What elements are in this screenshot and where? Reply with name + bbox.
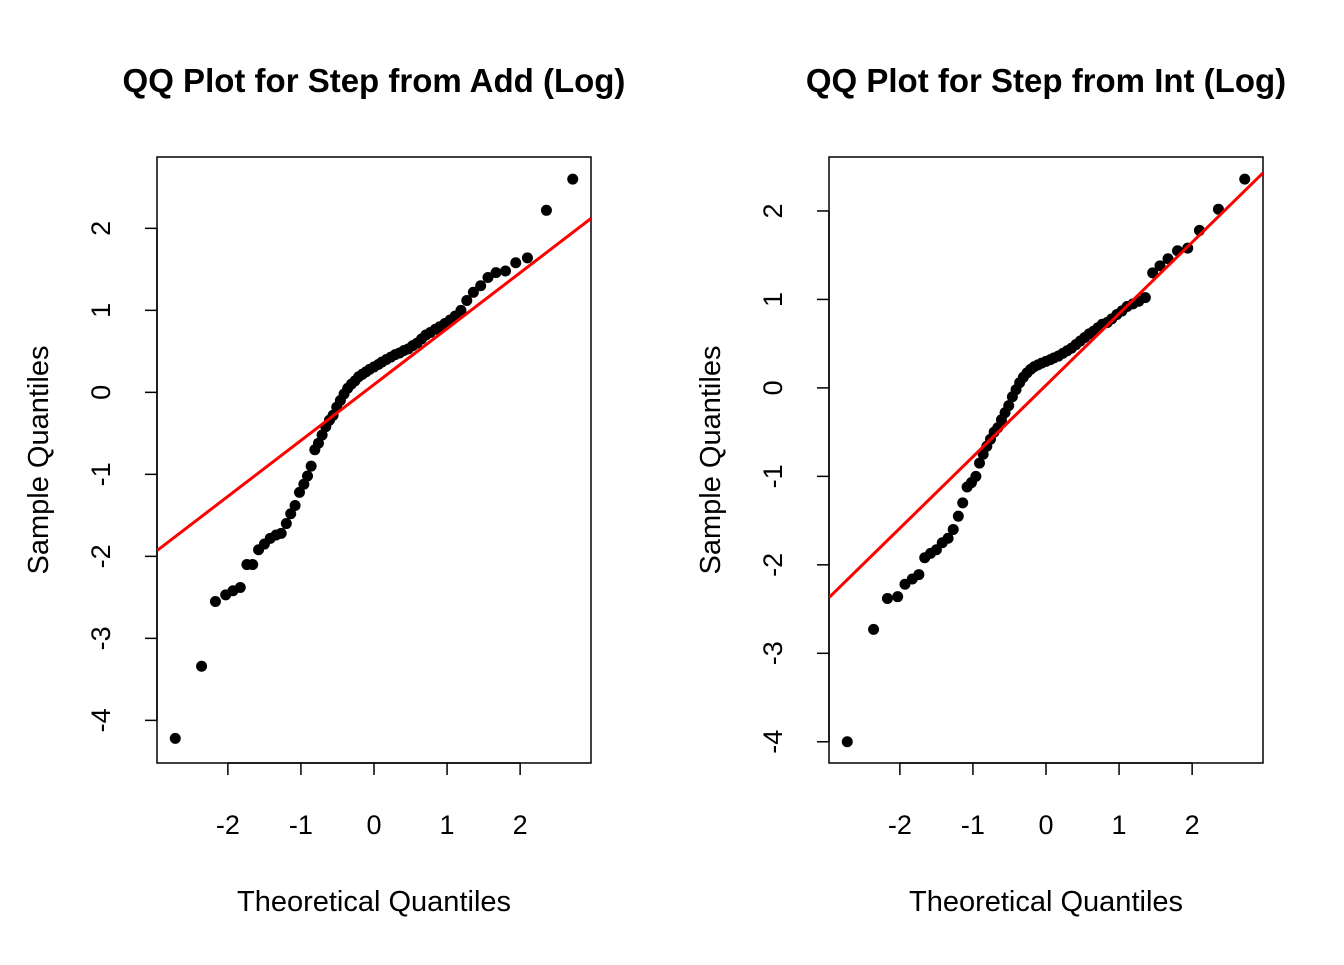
point — [298, 478, 310, 490]
y-tick-label: 2 — [758, 203, 788, 218]
y-tick-label: -4 — [758, 730, 788, 754]
point — [234, 582, 246, 594]
point — [1003, 400, 1015, 412]
point — [293, 486, 305, 498]
point — [970, 470, 982, 482]
x-axis-label: Theoretical Quantiles — [909, 886, 1183, 918]
y-tick-label: -2 — [86, 544, 116, 568]
x-tick-label: -1 — [961, 810, 985, 840]
x-axis-label: Theoretical Quantiles — [237, 886, 511, 918]
point — [1139, 292, 1151, 304]
point — [500, 265, 512, 277]
y-tick-label: 2 — [86, 221, 116, 236]
y-tick-label: 0 — [758, 380, 788, 395]
point — [467, 286, 479, 298]
reference-line — [157, 217, 591, 552]
point — [196, 660, 208, 672]
point — [475, 280, 487, 292]
y-tick-label: -4 — [86, 708, 116, 732]
point — [952, 510, 964, 522]
point — [482, 272, 494, 284]
point — [275, 527, 287, 539]
point — [947, 523, 959, 535]
point — [312, 437, 324, 449]
point — [942, 532, 954, 544]
x-tick-label: -2 — [888, 810, 912, 840]
point — [455, 304, 467, 316]
point — [540, 204, 552, 216]
plot-box — [828, 156, 1264, 764]
point — [280, 518, 292, 530]
panel: QQ Plot for Step from Add (Log) Theoretic… — [23, 62, 625, 918]
chart-title: QQ Plot for Step from Int (Log) — [806, 62, 1286, 99]
point — [510, 257, 522, 269]
y-tick-label: -3 — [86, 626, 116, 650]
point — [247, 559, 259, 571]
y-tick-label: 0 — [86, 385, 116, 400]
y-axis-label: Sample Quantiles — [695, 346, 727, 575]
point — [285, 508, 297, 520]
point — [913, 569, 925, 581]
y-axis-label: Sample Quantiles — [23, 346, 55, 575]
point — [567, 173, 579, 185]
point — [490, 267, 502, 279]
point — [1154, 260, 1166, 272]
x-tick-label: 0 — [1038, 810, 1053, 840]
point — [521, 252, 533, 264]
y-tick-label: -3 — [758, 641, 788, 665]
panel: QQ Plot for Step from Int (Log) Theoretic… — [695, 62, 1286, 918]
point — [892, 591, 904, 603]
x-tick-label: 1 — [1112, 810, 1127, 840]
x-tick-label: -2 — [216, 810, 240, 840]
x-tick-label: 0 — [366, 810, 381, 840]
y-tick-label: 1 — [758, 292, 788, 307]
reference-line — [829, 171, 1263, 599]
y-tick-label: -2 — [758, 553, 788, 577]
chart-title: QQ Plot for Step from Add (Log) — [123, 62, 626, 99]
point — [957, 497, 969, 509]
plot-box — [156, 156, 592, 764]
point — [305, 460, 317, 472]
point — [841, 736, 853, 748]
point — [316, 429, 328, 441]
point — [881, 592, 893, 604]
x-tick-label: -1 — [289, 810, 313, 840]
point — [302, 470, 314, 482]
point — [209, 595, 221, 607]
point — [289, 500, 301, 512]
y-tick-label: 1 — [86, 303, 116, 318]
point — [868, 623, 880, 635]
y-tick-label: -1 — [758, 464, 788, 488]
y-tick-label: -1 — [86, 462, 116, 486]
point — [461, 295, 473, 307]
x-tick-label: 2 — [513, 810, 528, 840]
point — [1147, 267, 1159, 279]
x-tick-label: 1 — [440, 810, 455, 840]
point — [974, 457, 986, 469]
point — [1239, 173, 1251, 185]
point — [169, 732, 181, 744]
x-tick-label: 2 — [1185, 810, 1200, 840]
